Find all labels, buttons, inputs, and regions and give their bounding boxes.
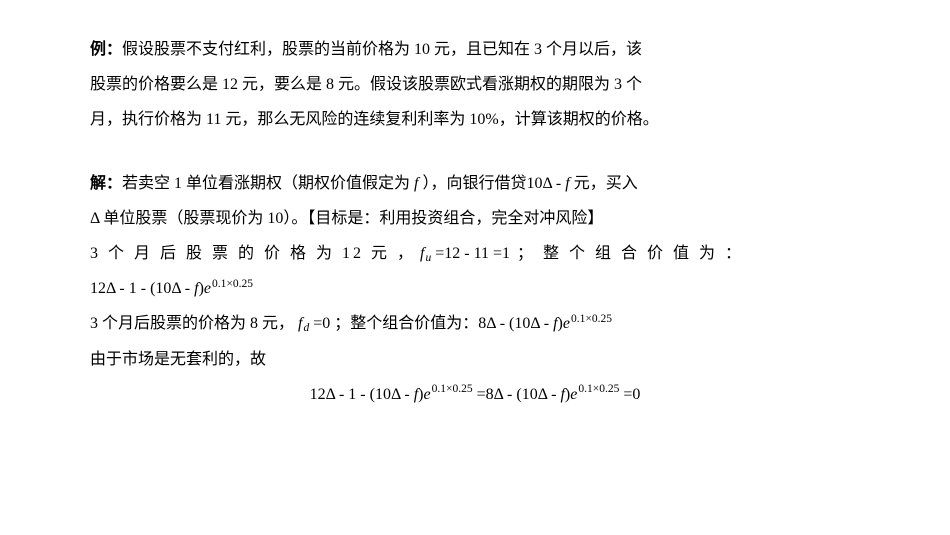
solution-label: 解： xyxy=(90,175,122,192)
minus-1: - xyxy=(552,175,565,192)
eq-exp2: 0.1×0.25 xyxy=(577,383,619,395)
example-label: 例： xyxy=(90,41,122,58)
eq-mid: =8Δ - (10Δ - xyxy=(473,386,561,403)
sol-l1a: 若卖空 1 单位看涨期权（期权价值假定为 xyxy=(122,175,414,192)
example-para-line2: 股票的价格要么是 12 元，要么是 8 元。假设该股票欧式看涨期权的期限为 3 … xyxy=(90,67,860,102)
eq-exp1: 0.1×0.25 xyxy=(431,383,473,395)
paragraph-spacer xyxy=(90,138,860,166)
example-para-line1: 例：假设股票不支付红利，股票的当前价格为 10 元，且已知在 3 个月以后，该 xyxy=(90,32,860,67)
eq-0: =0 xyxy=(309,315,330,332)
sol-l1c: 元，买入 xyxy=(570,175,638,192)
solution-expr1: 12Δ - 1 - (10Δ - f)e0.1×0.25 xyxy=(90,271,860,306)
solution-line6: 由于市场是无套利的，故 xyxy=(90,342,860,377)
sol-l5: 由于市场是无套利的，故 xyxy=(90,351,266,368)
solution-line5: 3 个月后股票的价格为 8 元， fd =0 ；整个组合价值为：8Δ - (10… xyxy=(90,306,860,341)
sol-l3a: 3 个 月 后 股 票 的 价 格 为 12 元 ， xyxy=(90,245,416,262)
solution-equation: 12Δ - 1 - (10Δ - f)e0.1×0.25 =8Δ - (10Δ … xyxy=(90,377,860,412)
expr2-a: 8Δ - (10Δ - xyxy=(478,315,553,332)
eq-e1: e xyxy=(423,386,430,403)
expr1-a: 12Δ - 1 - (10Δ - xyxy=(90,280,194,297)
sol-l4b: ；整个组合价值为： xyxy=(330,315,478,332)
sol-l2: Δ 单位股票（股票现价为 10）。【目标是：利用投资组合，完全对冲风险】 xyxy=(90,210,603,227)
eq-end: =0 xyxy=(619,386,640,403)
sol-l1b: ），向银行借贷 xyxy=(418,175,526,192)
expr1-e: e xyxy=(204,280,211,297)
solution-line3: 3 个 月 后 股 票 的 价 格 为 12 元 ， fu =12 - 11 =… xyxy=(90,236,860,271)
example-l2: 股票的价格要么是 12 元，要么是 8 元。假设该股票欧式看涨期权的期限为 3 … xyxy=(90,76,642,93)
example-l3: 月，执行价格为 11 元，那么无风险的连续复利利率为 10%，计算该期权的价格。 xyxy=(90,111,659,128)
expr2-e: e xyxy=(563,315,570,332)
ten-delta: 10Δ xyxy=(527,175,552,192)
solution-line2: Δ 单位股票（股票现价为 10）。【目标是：利用投资组合，完全对冲风险】 xyxy=(90,201,860,236)
example-para-line3: 月，执行价格为 11 元，那么无风险的连续复利利率为 10%，计算该期权的价格。 xyxy=(90,102,860,137)
sol-l3b: ； 整 个 组 合 价 值 为 ： xyxy=(510,245,744,262)
eq-a: 12Δ - 1 - (10Δ - xyxy=(310,386,414,403)
solution-line1: 解：若卖空 1 单位看涨期权（期权价值假定为 f ），向银行借贷10Δ - f … xyxy=(90,166,860,201)
example-l1: 假设股票不支付红利，股票的当前价格为 10 元，且已知在 3 个月以后，该 xyxy=(122,41,642,58)
sol-l4a: 3 个月后股票的价格为 8 元， xyxy=(90,315,294,332)
expr1-exp: 0.1×0.25 xyxy=(211,278,253,290)
document-page: 例：假设股票不支付红利，股票的当前价格为 10 元，且已知在 3 个月以后，该 … xyxy=(0,0,950,412)
eq-12-11: =12 - 11 =1 xyxy=(431,245,510,262)
expr2-exp: 0.1×0.25 xyxy=(570,313,612,325)
